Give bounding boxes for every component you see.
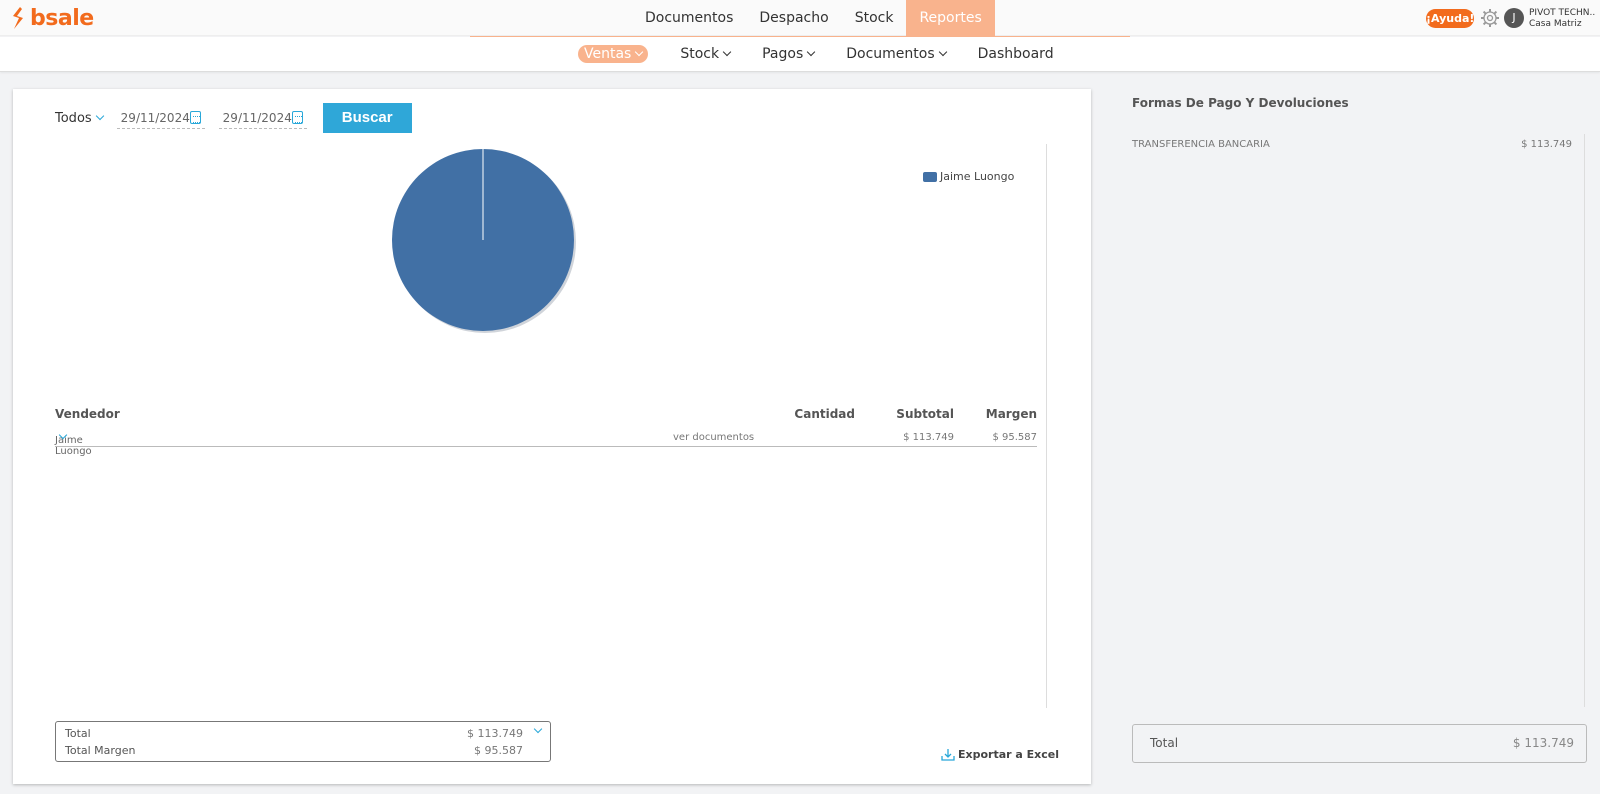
total-margin-label: Total Margen [65, 744, 136, 757]
table-row: Jaime Luongo ver documentos $ 113.749 $ … [55, 429, 1037, 457]
payment-method: TRANSFERENCIA BANCARIA [1132, 139, 1270, 150]
branch-name: Casa Matriz [1529, 19, 1582, 29]
chevron-down-icon [938, 47, 947, 57]
download-icon [941, 748, 955, 761]
ver-documentos-link[interactable]: ver documentos [673, 432, 755, 443]
calendar-icon[interactable] [291, 111, 303, 124]
date-to-value: 29/11/2024 [222, 110, 292, 125]
date-from-input[interactable]: 29/11/2024 [116, 107, 205, 129]
sub-nav-documentos[interactable]: Documentos [846, 45, 947, 63]
sub-nav-ventas[interactable]: Ventas [578, 45, 649, 63]
sub-nav-pagos[interactable]: Pagos [762, 45, 816, 63]
top-bar: bsale Documentos Despacho Stock Reportes… [0, 0, 1600, 36]
main-nav-reportes[interactable]: Reportes [906, 0, 995, 36]
bsale-logo-icon [13, 7, 23, 29]
filters-bar: Todos 29/11/2024 29/11/2024 Buscar [55, 103, 412, 133]
chart-legend: Jaime Luongo [923, 170, 1014, 183]
chevron-down-icon [95, 111, 104, 121]
sub-nav-label: Documentos [846, 46, 935, 62]
help-button[interactable]: ¡Ayuda! [1426, 9, 1474, 28]
company-name: PIVOT TECHN... [1529, 8, 1595, 18]
sales-report-card: Todos 29/11/2024 29/11/2024 Buscar Jaime… [13, 89, 1091, 784]
payments-total-label: Total [1150, 736, 1179, 750]
scope-value: Todos [55, 110, 92, 126]
user-avatar[interactable]: J [1504, 8, 1524, 28]
chevron-down-icon [806, 47, 816, 57]
total-value: $ 113.749 [467, 727, 523, 740]
company-info[interactable]: PIVOT TECHN... Casa Matriz [1529, 8, 1595, 30]
export-excel-button[interactable]: Exportar a Excel [941, 748, 1059, 761]
legend-swatch [923, 171, 937, 182]
sub-nav-label: Stock [680, 46, 720, 62]
main-nav-despacho[interactable]: Despacho [759, 10, 829, 26]
seller-name-text: Jaime Luongo [55, 435, 92, 457]
legend-label: Jaime Luongo [940, 170, 1015, 183]
total-label: Total [65, 727, 91, 740]
gear-icon[interactable] [1480, 8, 1500, 28]
header-cantidad: Cantidad [794, 407, 855, 421]
date-from-value: 29/11/2024 [120, 110, 190, 125]
sub-nav-label: Dashboard [977, 46, 1054, 62]
chevron-down-icon [635, 47, 644, 57]
date-to-input[interactable]: 29/11/2024 [218, 107, 307, 129]
calendar-icon[interactable] [189, 111, 201, 124]
sub-nav-label: Pagos [762, 46, 804, 62]
totals-box: Total $ 113.749 Total Margen $ 95.587 [55, 721, 551, 762]
main-nav-documentos[interactable]: Documentos [645, 10, 734, 26]
table-header: Vendedor Cantidad Subtotal Margen [55, 407, 1037, 429]
sub-nav-label: Ventas [584, 46, 632, 62]
payments-total-box: Total $ 113.749 [1132, 724, 1587, 763]
header-margen: Margen [985, 407, 1037, 421]
payments-total-value: $ 113.749 [1512, 736, 1574, 750]
chevron-down-icon[interactable] [533, 724, 543, 734]
sellers-table: Vendedor Cantidad Subtotal Margen Jaime … [55, 407, 1037, 457]
side-scroll-line [1584, 134, 1585, 707]
header-subtotal: Subtotal [896, 407, 954, 421]
chevron-down-icon [722, 47, 732, 57]
main-nav-stock[interactable]: Stock [854, 10, 894, 26]
sub-nav: Ventas Stock Pagos Documentos Dashboard [0, 37, 1600, 72]
export-label: Exportar a Excel [958, 748, 1060, 761]
scope-select[interactable]: Todos [55, 110, 104, 126]
bsale-logo[interactable]: bsale [10, 5, 94, 31]
cell-margen: $ 95.587 [992, 432, 1037, 443]
brand-name: bsale [30, 5, 94, 31]
chart-divider [1046, 144, 1047, 708]
total-margin-value: $ 95.587 [474, 744, 523, 757]
total-margin-row: Total Margen $ 95.587 [65, 742, 541, 759]
sub-nav-stock[interactable]: Stock [680, 45, 732, 63]
nav-underline [470, 36, 1130, 37]
total-row: Total $ 113.749 [65, 724, 543, 742]
cell-subtotal: $ 113.749 [903, 432, 954, 443]
payments-title: Formas De Pago Y Devoluciones [1132, 96, 1349, 110]
sales-pie-chart [392, 149, 576, 333]
payment-row: TRANSFERENCIA BANCARIA $ 113.749 [1132, 139, 1572, 153]
search-button[interactable]: Buscar [322, 103, 412, 133]
sub-nav-dashboard[interactable]: Dashboard [978, 45, 1054, 63]
header-vendedor: Vendedor [55, 407, 120, 421]
main-nav: Documentos Despacho Stock Reportes [632, 0, 995, 36]
payment-amount: $ 113.749 [1521, 139, 1572, 150]
